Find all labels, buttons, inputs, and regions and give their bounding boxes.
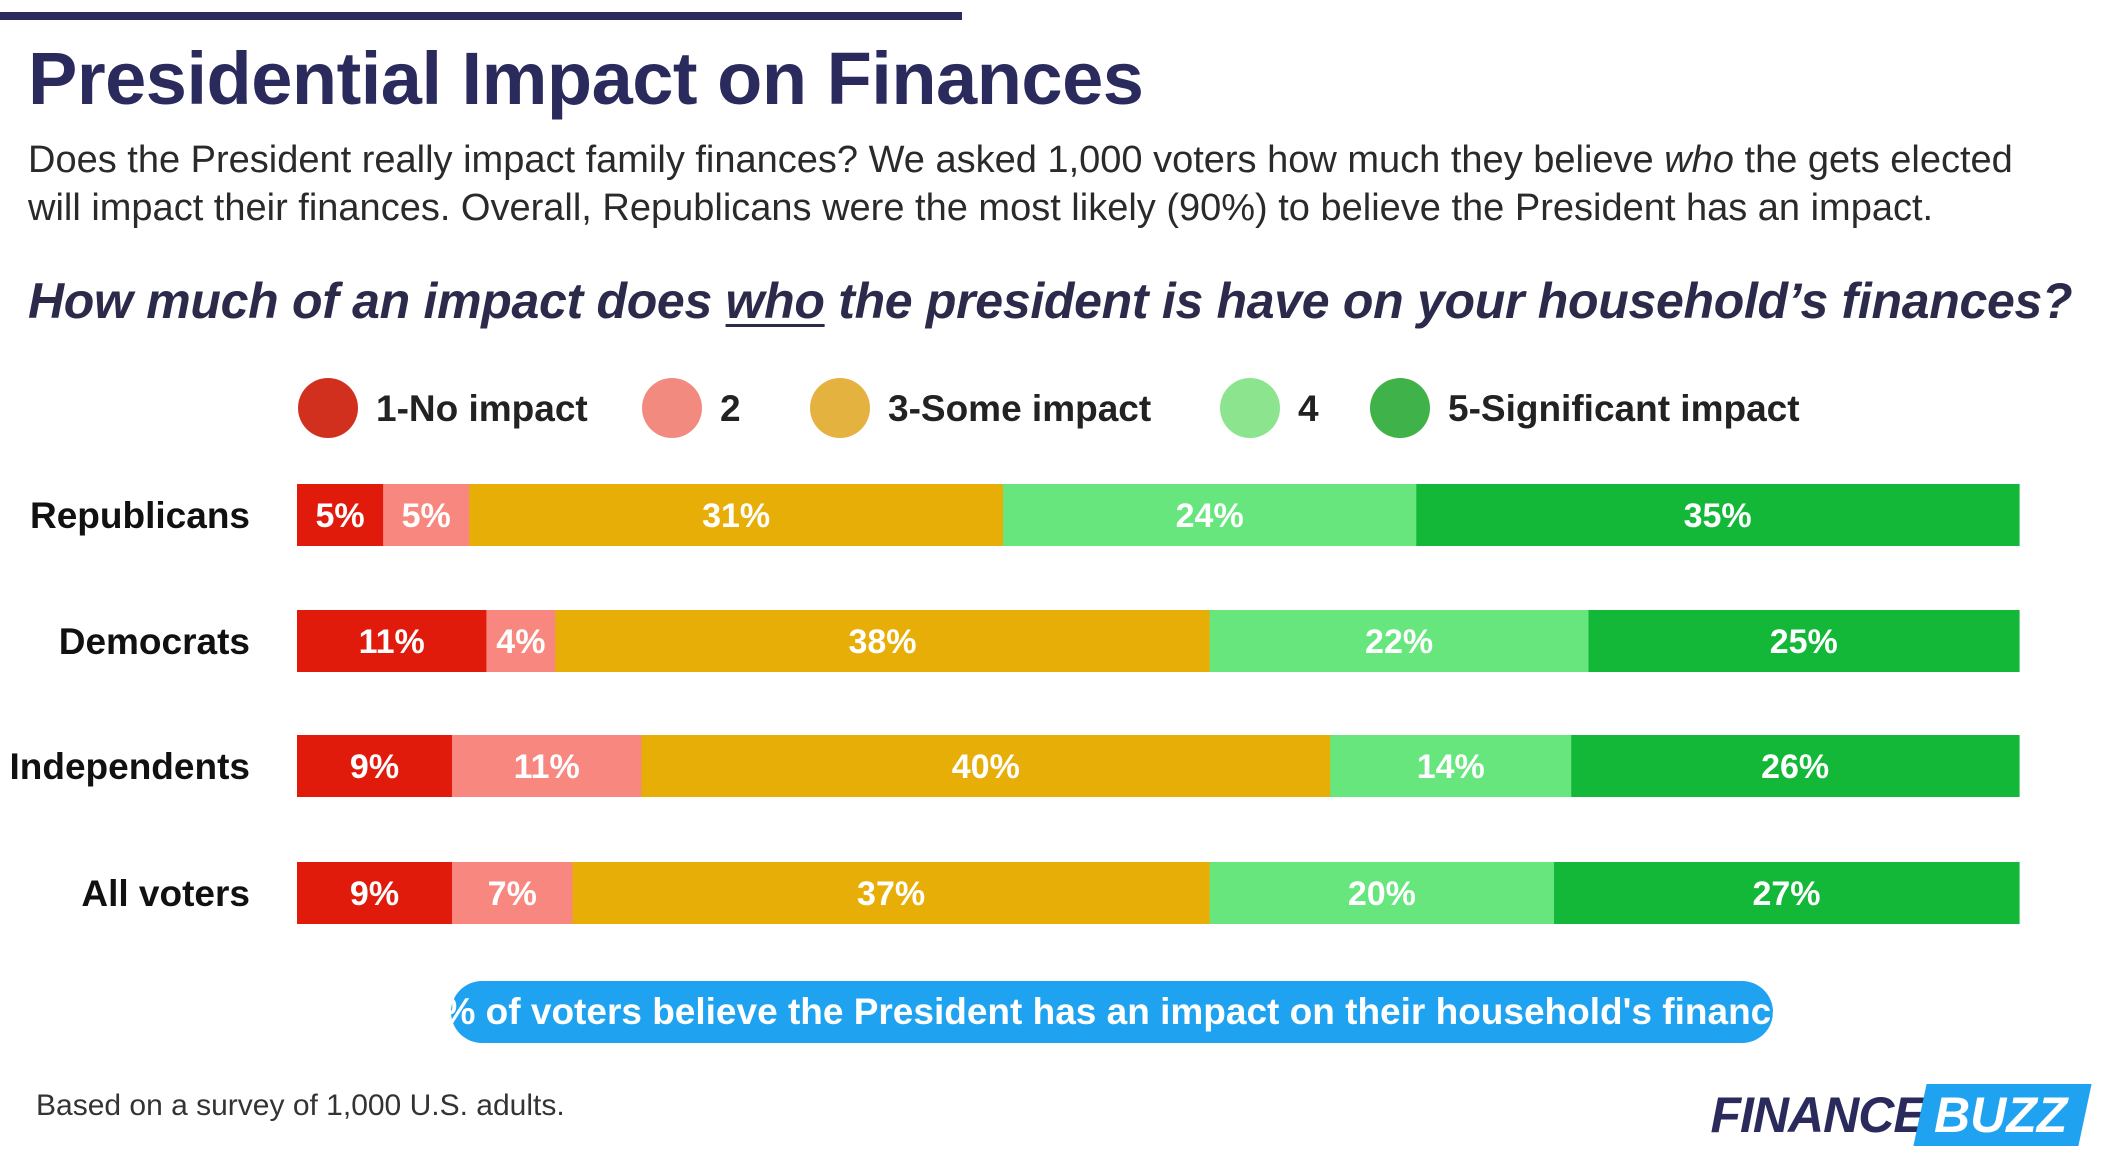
- top-rule: [0, 12, 962, 20]
- intro-emphasis: who: [1664, 139, 1734, 181]
- legend-dot-2: [642, 378, 702, 438]
- value-label-independents-3-some-impact: 40%: [952, 748, 1020, 786]
- value-label-democrats-5-significant-impact: 25%: [1770, 623, 1838, 661]
- bar-democrats-2: [486, 610, 556, 672]
- value-label-independents-5-significant-impact: 26%: [1761, 748, 1829, 786]
- bar-republicans-1-no-impact: [297, 484, 384, 546]
- legend-dot-4: [1220, 378, 1280, 438]
- bar-all-voters-3-some-impact: [572, 862, 1211, 924]
- value-label-democrats-3-some-impact: 38%: [848, 623, 916, 661]
- question-underlined: who: [725, 273, 825, 329]
- value-label-democrats-1-no-impact: 11%: [359, 623, 425, 661]
- legend-label-2: 2: [720, 388, 741, 429]
- category-label-republicans: Republicans: [30, 495, 250, 536]
- value-label-all-voters-4: 20%: [1348, 875, 1416, 913]
- bar-democrats-4: [1209, 610, 1590, 672]
- bar-all-voters-4: [1209, 862, 1555, 924]
- question-before: How much of an impact does: [28, 273, 726, 329]
- legend-dot-1-no-impact: [298, 378, 358, 438]
- bar-all-voters-2: [451, 862, 574, 924]
- financebuzz-logo: FINANCE BUZZ: [1710, 1084, 2092, 1146]
- value-label-republicans-2: 5%: [402, 497, 451, 535]
- bar-democrats-5-significant-impact: [1588, 610, 2020, 672]
- value-label-republicans-4: 24%: [1176, 497, 1244, 535]
- logo-finance: FINANCE: [1710, 1087, 1926, 1143]
- category-label-all-voters: All voters: [81, 873, 250, 914]
- legend-dot-5-significant-impact: [1370, 378, 1430, 438]
- value-label-all-voters-2: 7%: [488, 875, 537, 913]
- bar-democrats-1-no-impact: [297, 610, 488, 672]
- bar-independents-3-some-impact: [641, 735, 1331, 797]
- bar-independents-2: [451, 735, 642, 797]
- bar-independents-4: [1330, 735, 1572, 797]
- category-label-democrats: Democrats: [59, 621, 250, 662]
- chart-question: How much of an impact does who the presi…: [28, 272, 2073, 330]
- value-label-republicans-3-some-impact: 31%: [702, 497, 770, 535]
- bar-independents-5-significant-impact: [1571, 735, 2020, 797]
- bar-democrats-3-some-impact: [555, 610, 1211, 672]
- footnote: Based on a survey of 1,000 U.S. adults.: [36, 1089, 565, 1122]
- page-title: Presidential Impact on Finances: [28, 37, 1144, 120]
- value-label-republicans-5-significant-impact: 35%: [1684, 497, 1752, 535]
- bar-all-voters-5-significant-impact: [1554, 862, 2020, 924]
- intro-before: Does the President really impact family …: [28, 139, 1665, 181]
- bar-republicans-5-significant-impact: [1416, 484, 2020, 546]
- category-label-independents: Independents: [9, 746, 250, 787]
- bar-all-voters-1-no-impact: [297, 862, 453, 924]
- legend-label-3-some-impact: 3-Some impact: [888, 388, 1151, 429]
- intro-after: the gets elected will impact their finan…: [28, 139, 2013, 229]
- question-after: the president is have on your household’…: [824, 273, 2073, 329]
- value-label-all-voters-3-some-impact: 37%: [857, 875, 925, 913]
- value-label-independents-1-no-impact: 9%: [350, 748, 399, 786]
- value-label-all-voters-1-no-impact: 9%: [350, 875, 399, 913]
- legend-dot-3-some-impact: [810, 378, 870, 438]
- legend-label-1-no-impact: 1-No impact: [376, 388, 588, 429]
- bar-republicans-3-some-impact: [469, 484, 1004, 546]
- value-label-independents-2: 11%: [514, 748, 580, 786]
- bar-independents-1-no-impact: [297, 735, 453, 797]
- value-label-independents-4: 14%: [1417, 748, 1485, 786]
- bar-republicans-4: [1003, 484, 1417, 546]
- value-label-republicans-1-no-impact: 5%: [315, 497, 364, 535]
- logo-buzz: BUZZ: [1933, 1087, 2067, 1143]
- callout-banner: 86% of voters believe the President has …: [401, 981, 1823, 1043]
- legend-label-5-significant-impact: 5-Significant impact: [1448, 388, 1800, 429]
- value-label-democrats-2: 4%: [496, 623, 545, 661]
- value-label-all-voters-5-significant-impact: 27%: [1752, 875, 1820, 913]
- stacked-bar-chart: 1-No impact 2 3-Some impact 4 5-Significant …: [9, 378, 2020, 924]
- bar-republicans-2: [383, 484, 470, 546]
- logo-buzz-box: BUZZ: [1913, 1084, 2092, 1146]
- value-label-democrats-4: 22%: [1365, 623, 1433, 661]
- legend-label-4: 4: [1298, 388, 1319, 429]
- intro-text: Does the President really impact family …: [28, 136, 2048, 232]
